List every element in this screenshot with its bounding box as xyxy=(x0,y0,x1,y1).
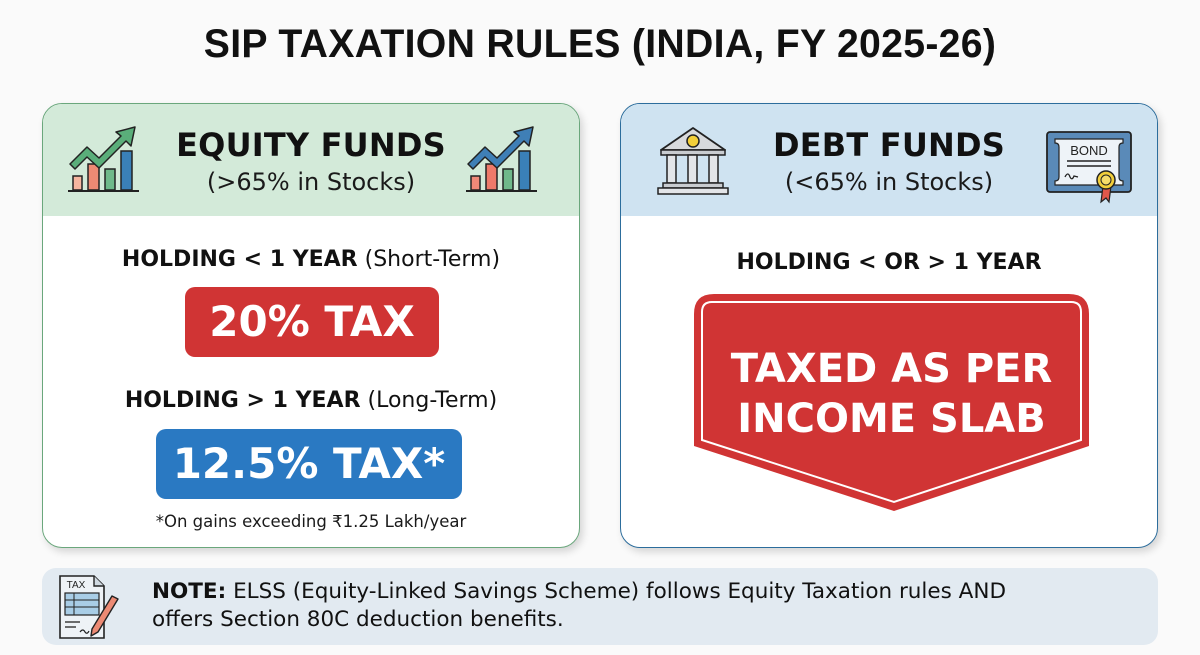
debt-subtitle: (<65% in Stocks) xyxy=(784,168,994,196)
debt-title: DEBT FUNDS xyxy=(772,126,1005,164)
debt-holding-bold: HOLDING < OR > 1 YEAR xyxy=(736,250,1042,275)
long-term-label: (Long-Term) xyxy=(367,388,498,413)
debt-card-header: DEBT FUNDS (<65% in Stocks) BOND xyxy=(621,104,1157,216)
note-text: NOTE: ELSS (Equity-Linked Savings Scheme… xyxy=(152,578,1142,634)
elss-note-bar: TAX NOTE: ELSS (Equity-Linked Savings Sc… xyxy=(42,568,1158,645)
equity-funds-card: EQUITY FUNDS (>65% in Stocks) HOLDING < … xyxy=(42,103,580,548)
debt-funds-card: DEBT FUNDS (<65% in Stocks) BOND HOLDING… xyxy=(620,103,1158,548)
long-term-holding-bold: HOLDING > 1 YEAR xyxy=(124,388,361,413)
short-term-holding-bold: HOLDING < 1 YEAR xyxy=(121,247,358,272)
bond-certificate-icon: BOND xyxy=(1046,131,1132,204)
growth-chart-icon xyxy=(68,126,139,192)
equity-title: EQUITY FUNDS xyxy=(176,126,446,164)
tax-form-icon: TAX xyxy=(59,575,119,639)
svg-text:TAX: TAX xyxy=(67,580,86,591)
short-term-tax-badge: 20% TAX xyxy=(185,287,439,357)
equity-card-header: EQUITY FUNDS (>65% in Stocks) xyxy=(43,104,579,216)
slab-line-2: INCOME SLAB xyxy=(737,396,1046,442)
slab-line-1: TAXED AS PER xyxy=(730,346,1053,392)
exemption-footnote: *On gains exceeding ₹1.25 Lakh/year xyxy=(155,512,467,531)
equity-subtitle: (>65% in Stocks) xyxy=(206,168,416,196)
growth-chart-icon xyxy=(466,126,537,192)
long-term-tax-badge: 12.5% TAX* xyxy=(156,429,462,499)
note-label: NOTE: xyxy=(152,579,227,604)
income-slab-text: TAXED AS PER INCOME SLAB xyxy=(694,344,1089,444)
note-line-1: ELSS (Equity-Linked Savings Scheme) foll… xyxy=(226,579,1007,604)
income-slab-badge: TAXED AS PER INCOME SLAB xyxy=(694,294,1089,511)
short-term-label: (Short-Term) xyxy=(364,247,501,272)
page-title: SIP TAXATION RULES (INDIA, FY 2025-26) xyxy=(203,22,997,66)
bank-building-icon xyxy=(657,127,729,195)
long-term-holding-label: HOLDING > 1 YEAR (Long-Term) xyxy=(43,388,579,413)
note-line-2: offers Section 80C deduction benefits. xyxy=(152,607,564,632)
svg-text:BOND: BOND xyxy=(1070,143,1108,158)
short-term-holding-label: HOLDING < 1 YEAR (Short-Term) xyxy=(43,247,579,272)
debt-holding-label: HOLDING < OR > 1 YEAR xyxy=(621,250,1157,275)
